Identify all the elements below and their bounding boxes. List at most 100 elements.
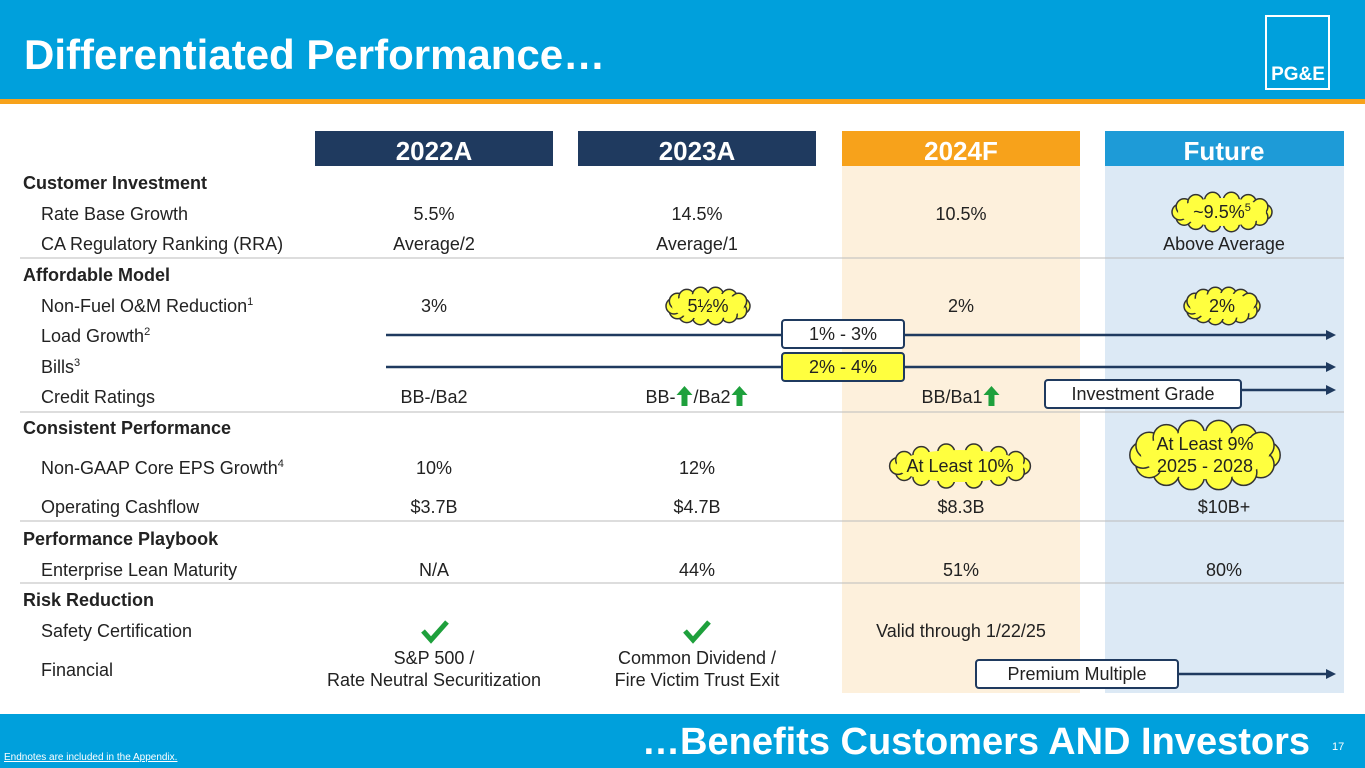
cell: Average/2	[393, 234, 475, 254]
footnote-mark: 5	[1244, 202, 1251, 214]
section-title: Customer Investment	[23, 173, 208, 193]
cloud-fill	[1190, 293, 1254, 319]
header-bar	[0, 0, 1365, 99]
cell: $4.7B	[673, 497, 721, 517]
text: 5½%	[687, 296, 729, 316]
text: 2%	[1208, 296, 1236, 316]
cell: Above Average	[1163, 234, 1285, 254]
callout: ~9.5%5	[1193, 201, 1251, 223]
text: Safety Certification	[41, 621, 193, 641]
column-header: Future	[1183, 136, 1265, 166]
text: /Ba2	[693, 387, 731, 407]
cell: 44%	[678, 560, 716, 580]
endnote: Endnotes are included in the Appendix.	[4, 752, 178, 763]
cell: 10%	[415, 458, 453, 478]
column-header-bg	[578, 131, 816, 166]
row-label: Credit Ratings	[41, 386, 155, 408]
text: ~9.5%	[1193, 202, 1245, 222]
arrow-label: Investment Grade	[1071, 384, 1215, 404]
row-label: Enterprise Lean Maturity	[41, 559, 237, 581]
text: Operating Cashflow	[41, 497, 200, 517]
column-header-bg	[1105, 131, 1344, 166]
column-header-bg	[315, 131, 553, 166]
text: Rate Neutral Securitization	[326, 670, 542, 690]
cell: BB/Ba1	[921, 386, 1000, 408]
cell: BB-/Ba2	[400, 387, 468, 407]
text: Load Growth	[41, 326, 145, 346]
text: Enterprise Lean Maturity	[41, 560, 238, 580]
arrow-head	[1326, 330, 1336, 340]
arrow-head	[1326, 362, 1336, 372]
row-label: Rate Base Growth	[41, 203, 188, 225]
row-label: Financial	[41, 659, 113, 681]
arrow-label-box	[975, 659, 1179, 689]
text: Common Dividend /	[617, 648, 777, 668]
cloud-fill	[1141, 431, 1269, 479]
row-label: Non-GAAP Core EPS Growth4	[41, 457, 284, 479]
section-title: Risk Reduction	[23, 590, 155, 610]
cell: 14.5%	[671, 204, 723, 224]
text: 2025 - 2028	[1156, 456, 1254, 476]
column-header: 2023A	[658, 136, 736, 166]
row-label: Operating Cashflow	[41, 496, 199, 518]
cell: 80%	[1205, 560, 1243, 580]
arrow-label: Premium Multiple	[1007, 664, 1147, 684]
arrow-head	[1326, 385, 1336, 395]
cell: Average/1	[656, 234, 738, 254]
cloud-fill	[896, 450, 1024, 482]
footnote-mark: 3	[74, 357, 81, 369]
arrow-label-box	[781, 319, 905, 349]
cell: Common Dividend / Fire Victim Trust Exit	[615, 647, 780, 691]
section-title: Affordable Model	[23, 265, 170, 285]
slide-title: Differentiated Performance…	[24, 31, 606, 78]
logo-frame	[1265, 15, 1330, 90]
callout: 5½%	[687, 295, 728, 317]
cell: $8.3B	[937, 497, 985, 517]
row-label: CA Regulatory Ranking (RRA)	[41, 233, 283, 255]
text: Bills	[41, 357, 75, 377]
footer-bar	[0, 714, 1365, 768]
cell: $3.7B	[410, 497, 458, 517]
page-number: 17	[1332, 741, 1345, 753]
text: CA Regulatory Ranking (RRA)	[41, 234, 284, 254]
footnote-mark: 4	[277, 458, 284, 470]
row-label: Load Growth2	[41, 325, 150, 347]
cell: N/A	[418, 560, 450, 580]
row-label: Non-Fuel O&M Reduction1	[41, 295, 253, 317]
row-label: Safety Certification	[41, 620, 192, 642]
text: Credit Ratings	[41, 387, 156, 407]
column-bg	[842, 166, 1080, 693]
section-title: Performance Playbook	[23, 529, 219, 549]
text: At Least 9%	[1156, 434, 1254, 454]
cell: 12%	[678, 458, 716, 478]
section-title: Consistent Performance	[23, 418, 232, 438]
text: Rate Base Growth	[41, 204, 189, 224]
check-icon	[421, 620, 449, 644]
text: At Least 10%	[906, 456, 1014, 476]
up-arrow-icon	[731, 386, 748, 406]
up-arrow-icon	[676, 386, 693, 406]
callout: 2%	[1209, 295, 1235, 317]
text: S&P 500 /	[393, 648, 475, 668]
callout: At Least 9% 2025 - 2028	[1156, 433, 1253, 477]
cell: BB-/Ba2	[645, 386, 748, 408]
text: Financial	[41, 660, 114, 680]
arrow-label: 1% - 3%	[808, 324, 878, 344]
text: Non-GAAP Core EPS Growth	[41, 458, 278, 478]
column-header: 2024F	[924, 136, 998, 166]
arrow-label-box	[1044, 379, 1242, 409]
text: Non-Fuel O&M Reduction	[41, 296, 248, 316]
arrow-label-box	[781, 352, 905, 382]
cell: 5.5%	[413, 204, 455, 224]
arrow-label: 2% - 4%	[808, 357, 878, 377]
text: Fire Victim Trust Exit	[614, 670, 780, 690]
callout: At Least 10%	[906, 455, 1013, 477]
footnote-mark: 2	[144, 326, 151, 338]
logo: PG&E	[1271, 64, 1325, 85]
cell: 2%	[947, 296, 975, 316]
cloud-fill	[1178, 198, 1266, 226]
cell: Valid through 1/22/25	[876, 621, 1046, 641]
cell: 3%	[420, 296, 448, 316]
